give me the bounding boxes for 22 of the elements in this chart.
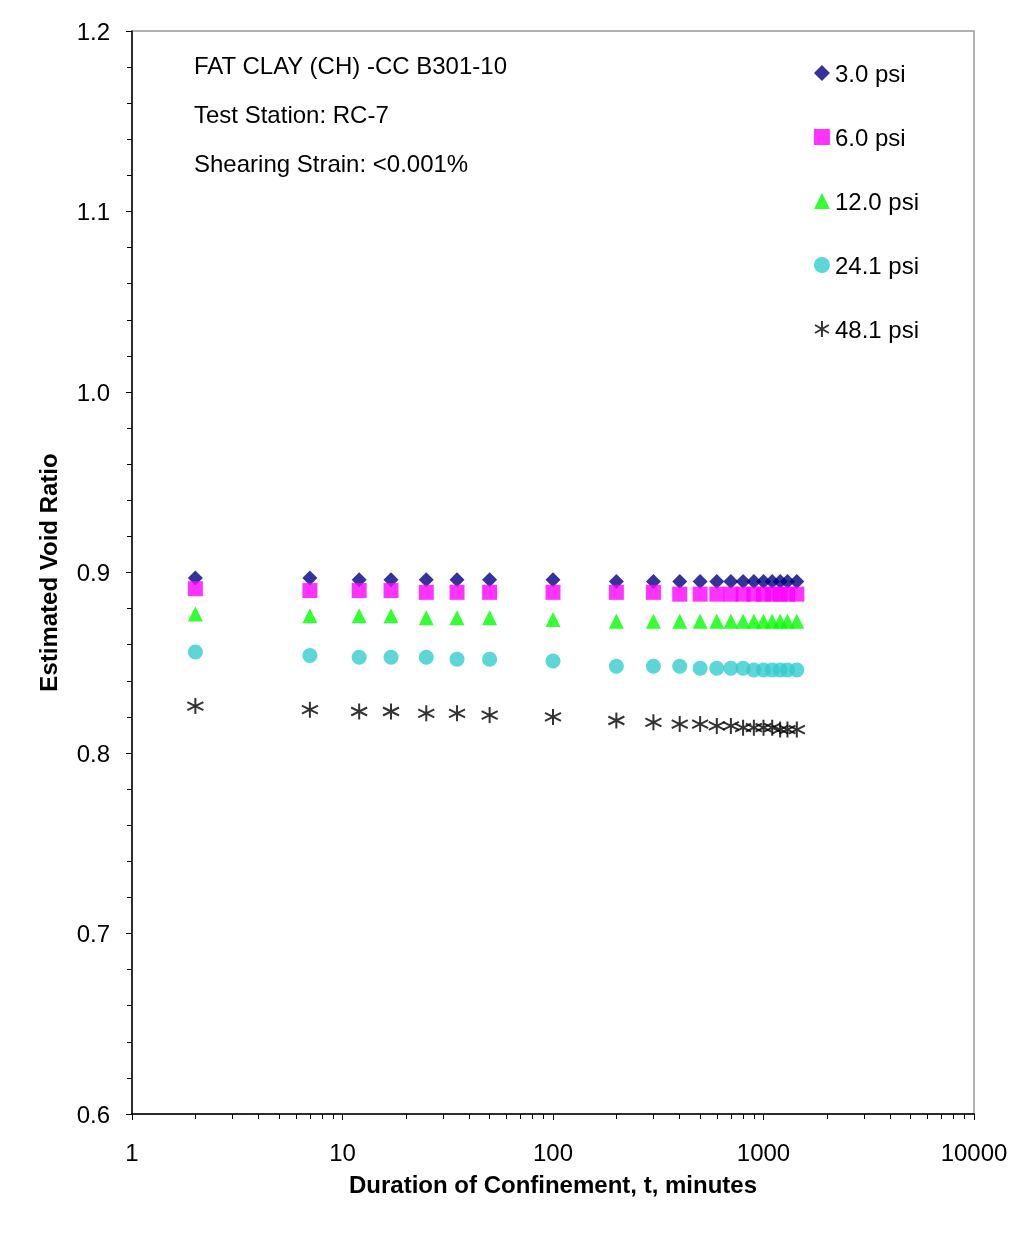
x-tick-label: 1: [125, 1138, 139, 1166]
x-tick-label: 10000: [940, 1138, 1008, 1166]
x-tick-label: 1000: [736, 1138, 791, 1166]
legend-label: 12.0 psi: [834, 187, 919, 215]
y-tick-label: 0.9: [76, 559, 110, 586]
y-tick-label: 1.1: [76, 198, 110, 225]
annotation: Test Station: RC-7: [194, 100, 389, 128]
x-tick-label: 100: [532, 1138, 574, 1166]
y-tick-label: 1.0: [76, 378, 110, 406]
y-tick-label: 0.7: [76, 920, 110, 947]
legend-label: 3.0 psi: [834, 59, 906, 87]
x-axis-title: Duration of Confinement, t, minutes: [349, 1170, 757, 1198]
x-tick-label: 10: [329, 1138, 356, 1166]
annotation: Shearing Strain: <0.001%: [194, 149, 469, 177]
legend-label: 6.0 psi: [834, 123, 906, 151]
annotation: FAT CLAY (CH) -CC B301-10: [194, 51, 507, 79]
legend-label: 24.1 psi: [834, 251, 919, 279]
legend-label: 48.1 psi: [834, 315, 919, 343]
y-axis-title: Estimated Void Ratio: [34, 453, 62, 692]
y-tick-label: 0.6: [76, 1100, 110, 1128]
y-tick-label: 1.2: [76, 17, 110, 45]
y-tick-label: 0.8: [76, 739, 110, 767]
